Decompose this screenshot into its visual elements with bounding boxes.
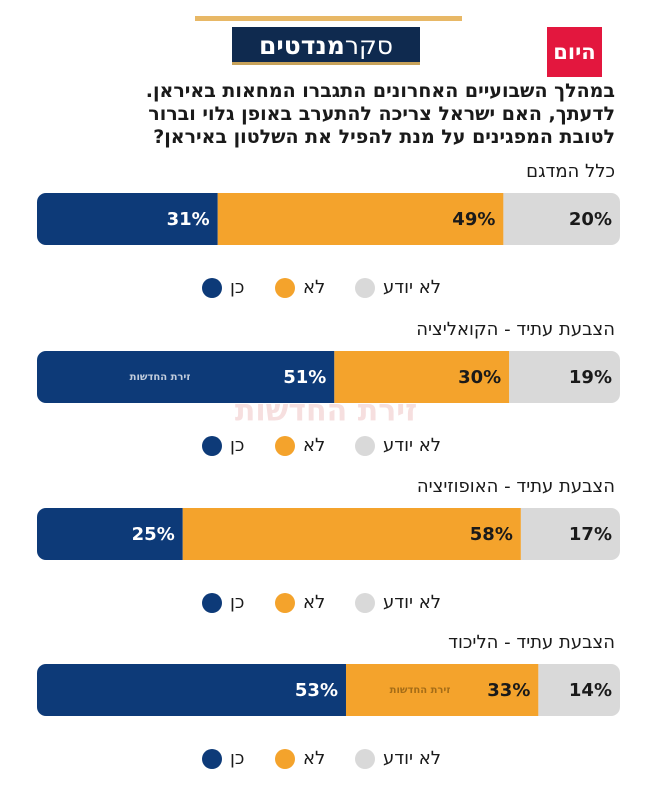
- bar-segment: [345, 664, 539, 716]
- legend-label: כן: [230, 277, 244, 298]
- title-part: מנדטים: [259, 31, 345, 60]
- legend-swatch: [202, 436, 222, 456]
- legend-swatch: [355, 593, 375, 613]
- legend-label: לא: [303, 748, 325, 769]
- chart-title: הצבעת עתיד - האופוזיציה: [416, 476, 615, 497]
- logo: היום: [547, 27, 602, 77]
- value-label: 33%: [487, 680, 530, 701]
- value-label: 25%: [132, 524, 175, 545]
- header-rule: [195, 16, 462, 21]
- legend-label: לא: [303, 277, 325, 298]
- header-title: סקרמנדטים: [232, 27, 420, 65]
- legend-label: לא יודע: [383, 277, 441, 298]
- title-part: סקר: [344, 31, 393, 60]
- legend-swatch: [202, 593, 222, 613]
- value-label: 19%: [569, 367, 612, 388]
- value-label: 53%: [295, 680, 338, 701]
- legend-swatch: [275, 436, 295, 456]
- question: במהלך השבועיים האחרונים התגברו המחאות בא…: [25, 80, 615, 149]
- legend-swatch: [202, 278, 222, 298]
- value-label: 49%: [452, 209, 495, 230]
- bar-group: [37, 664, 620, 716]
- legend-swatch: [355, 278, 375, 298]
- bar-segment: [520, 508, 620, 560]
- chart-title: הצבעת עתיד - הליכוד: [448, 632, 615, 653]
- watermark: זירת החדשות: [130, 372, 191, 383]
- chart-title: כלל המדגם: [526, 161, 615, 182]
- legend-label: כן: [230, 435, 244, 456]
- legend-swatch: [275, 749, 295, 769]
- bar-segment: [217, 193, 504, 245]
- legend-swatch: [355, 749, 375, 769]
- chart-title: הצבעת עתיד - הקואליציה: [416, 319, 615, 340]
- legend-swatch: [275, 278, 295, 298]
- bar-segment: [334, 351, 510, 403]
- bar-segment: [538, 664, 620, 716]
- value-label: 51%: [283, 367, 326, 388]
- legend-label: לא: [303, 592, 325, 613]
- value-label: 20%: [569, 209, 612, 230]
- bar-group: [37, 508, 620, 560]
- bar-segment: [503, 193, 620, 245]
- legend-label: לא: [303, 435, 325, 456]
- question-line: לטובת המפגינים על מנת להפיל את השלטון בא…: [153, 126, 615, 148]
- value-label: 17%: [569, 524, 612, 545]
- question-line: במהלך השבועיים האחרונים התגברו המחאות בא…: [145, 80, 615, 102]
- legend-swatch: [275, 593, 295, 613]
- bar-segment: [509, 351, 620, 403]
- bar-segment: [37, 508, 183, 560]
- bar-segment: [37, 193, 218, 245]
- bar-segment: [37, 351, 335, 403]
- legend-swatch: [355, 436, 375, 456]
- question-line: לדעתך, האם ישראל צריכה להתערב באופן גלוי…: [148, 103, 615, 125]
- legend-label: לא יודע: [383, 592, 441, 613]
- legend-label: לא יודע: [383, 435, 441, 456]
- legend-label: כן: [230, 748, 244, 769]
- legend-swatch: [202, 749, 222, 769]
- value-label: 14%: [569, 680, 612, 701]
- value-label: 31%: [167, 209, 210, 230]
- legend-label: לא יודע: [383, 748, 441, 769]
- watermark: זירת החדשות: [390, 685, 451, 696]
- legend-label: כן: [230, 592, 244, 613]
- bar-group: [37, 351, 620, 403]
- bar-group: [37, 193, 620, 245]
- value-label: 30%: [458, 367, 501, 388]
- bar-segment: [182, 508, 521, 560]
- bar-segment: [37, 664, 346, 716]
- value-label: 58%: [470, 524, 513, 545]
